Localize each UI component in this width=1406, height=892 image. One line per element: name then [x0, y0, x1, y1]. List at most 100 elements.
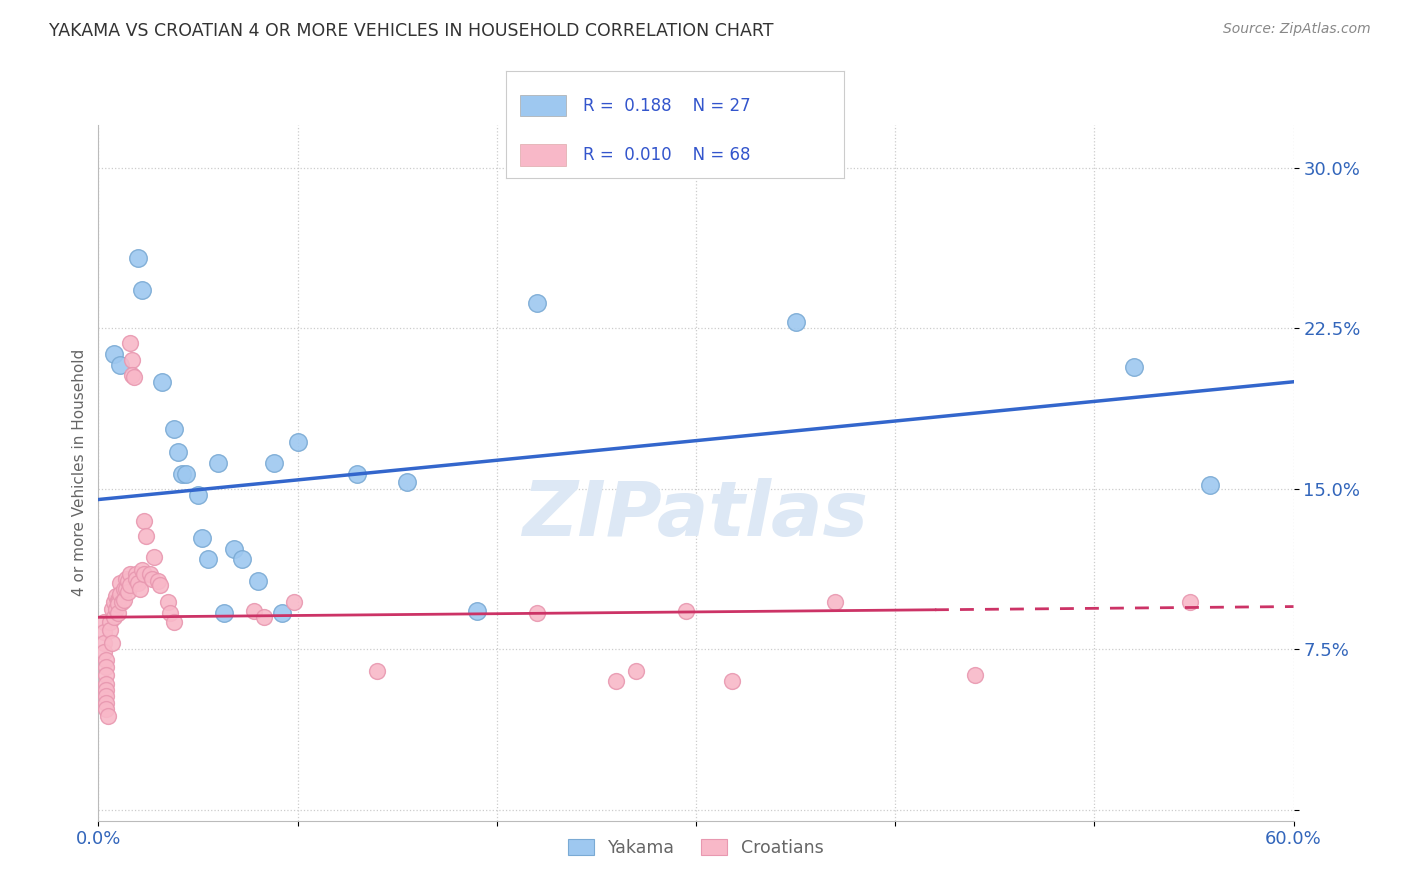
Point [526, 295, 548, 310]
Point [124, 370, 146, 384]
Point [231, 552, 253, 566]
Point [465, 604, 488, 618]
Point [366, 664, 388, 678]
Point [96, 702, 118, 716]
Text: Source: ZipAtlas.com: Source: ZipAtlas.com [1223, 22, 1371, 37]
Text: R =  0.010    N = 68: R = 0.010 N = 68 [583, 146, 751, 164]
Point [127, 251, 149, 265]
Point [191, 531, 214, 545]
Point [222, 541, 245, 556]
Point [287, 434, 309, 449]
Text: YAKAMA VS CROATIAN 4 OR MORE VEHICLES IN HOUSEHOLD CORRELATION CHART: YAKAMA VS CROATIAN 4 OR MORE VEHICLES IN… [49, 22, 773, 40]
Point [253, 610, 276, 624]
Point [163, 422, 186, 436]
Point [129, 582, 152, 597]
Point [396, 475, 419, 490]
Point [187, 488, 209, 502]
Point [134, 567, 156, 582]
Point [98, 623, 122, 637]
Point [121, 353, 143, 368]
Point [149, 578, 172, 592]
Point [98, 615, 122, 629]
Y-axis label: 4 or more Vehicles in Household: 4 or more Vehicles in Household [72, 349, 87, 597]
Point [110, 587, 132, 601]
Point [159, 606, 181, 620]
Point [963, 668, 986, 682]
Point [172, 467, 194, 481]
Point [115, 572, 138, 586]
Point [110, 358, 132, 372]
Point [143, 550, 166, 565]
Point [131, 563, 153, 577]
Point [96, 668, 118, 682]
Point [112, 593, 135, 607]
Point [115, 582, 138, 597]
Point [105, 601, 128, 615]
Point [96, 683, 118, 698]
Point [163, 615, 186, 629]
Point [1198, 477, 1220, 491]
Point [107, 598, 129, 612]
Point [125, 572, 148, 586]
Point [721, 674, 744, 689]
Point [246, 574, 269, 588]
Point [93, 636, 115, 650]
Point [107, 593, 129, 607]
Point [103, 347, 125, 361]
Point [197, 552, 219, 566]
Point [675, 604, 697, 618]
Point [93, 625, 115, 640]
Point [117, 574, 139, 588]
Point [346, 467, 368, 481]
Point [93, 644, 115, 658]
Point [111, 595, 134, 609]
Point [127, 576, 149, 591]
Point [263, 456, 285, 470]
Legend: Yakama, Croatians: Yakama, Croatians [561, 832, 831, 864]
Point [120, 578, 142, 592]
Point [117, 584, 139, 599]
Text: R =  0.188    N = 27: R = 0.188 N = 27 [583, 96, 751, 114]
Point [139, 567, 162, 582]
Point [96, 676, 118, 690]
Point [120, 567, 142, 582]
Point [107, 595, 129, 609]
Point [134, 514, 156, 528]
Point [121, 368, 143, 383]
Point [96, 690, 118, 704]
Point [212, 606, 235, 620]
Point [112, 582, 135, 597]
Text: ZIPatlas: ZIPatlas [523, 477, 869, 551]
Point [1123, 359, 1146, 374]
Point [107, 606, 129, 620]
Point [101, 601, 124, 615]
Point [824, 595, 846, 609]
Point [605, 674, 627, 689]
Point [270, 606, 292, 620]
Point [120, 336, 142, 351]
Point [125, 567, 148, 582]
Point [131, 283, 153, 297]
Point [243, 604, 266, 618]
Point [785, 315, 807, 329]
Point [96, 696, 118, 710]
Point [283, 595, 305, 609]
Point [1178, 595, 1201, 609]
Bar [520, 95, 567, 116]
Point [148, 574, 170, 588]
Point [526, 606, 548, 620]
Point [624, 664, 647, 678]
Point [207, 456, 229, 470]
Point [93, 615, 115, 629]
Point [103, 610, 125, 624]
Point [103, 595, 125, 609]
Point [174, 467, 197, 481]
Point [97, 708, 120, 723]
Point [141, 572, 163, 586]
Point [96, 659, 118, 673]
Point [157, 595, 180, 609]
Point [105, 589, 128, 603]
Point [167, 445, 190, 459]
Point [150, 375, 173, 389]
Bar [520, 145, 567, 166]
